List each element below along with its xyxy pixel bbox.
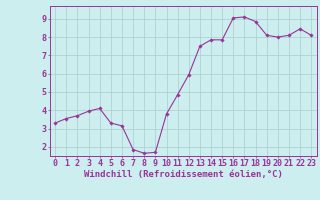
X-axis label: Windchill (Refroidissement éolien,°C): Windchill (Refroidissement éolien,°C)	[84, 170, 283, 179]
